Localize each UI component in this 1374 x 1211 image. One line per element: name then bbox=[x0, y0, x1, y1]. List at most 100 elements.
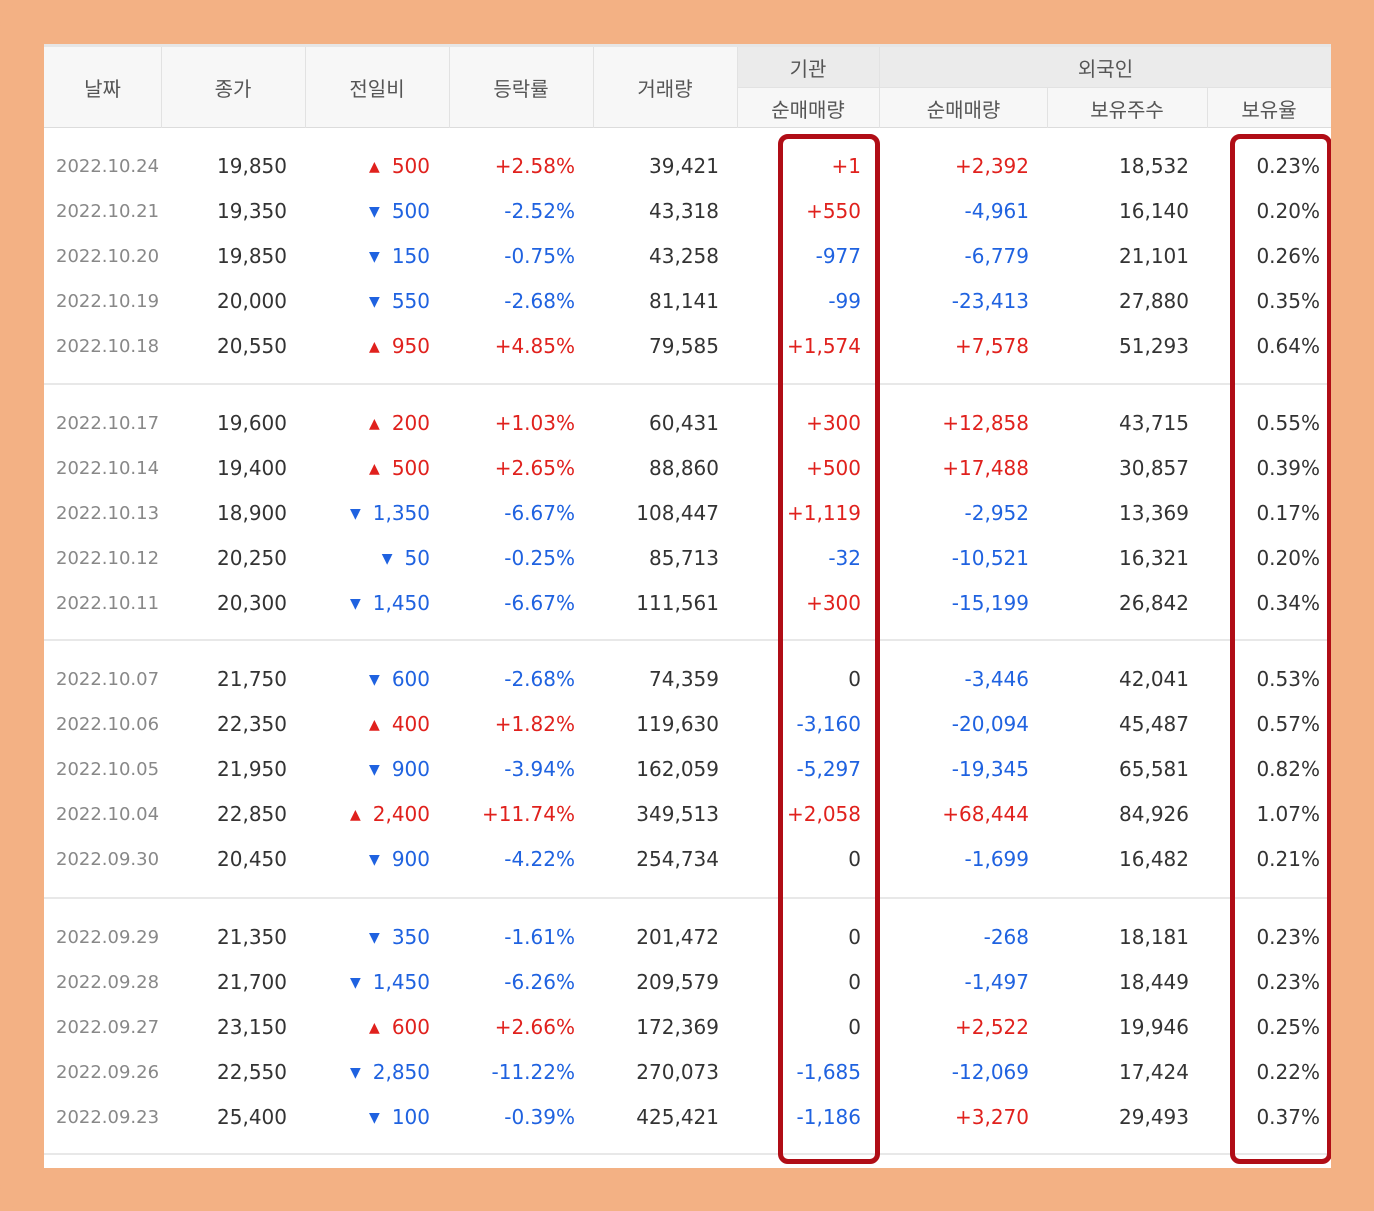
cell-foreign-net: -2,952 bbox=[964, 501, 1029, 525]
change-value: 2,400 bbox=[372, 802, 430, 826]
header-volume[interactable]: 거래량 bbox=[637, 77, 693, 101]
cell-shares: 18,181 bbox=[1119, 925, 1189, 949]
cell-institution-net: -1,186 bbox=[796, 1105, 861, 1129]
cell-change: ▼ 900 bbox=[305, 837, 430, 882]
cell-volume: 111,561 bbox=[636, 591, 719, 615]
cell-change: ▲ 400 bbox=[305, 702, 430, 747]
cell-institution-net: +2,058 bbox=[786, 802, 861, 826]
cell-volume: 88,860 bbox=[649, 456, 719, 480]
cell-ratio: 0.53% bbox=[1256, 667, 1320, 691]
header-foreign-shares[interactable]: 보유주수 bbox=[1090, 97, 1164, 122]
cell-rate: -0.25% bbox=[504, 546, 575, 570]
cell-close: 22,350 bbox=[217, 712, 287, 736]
cell-close: 20,550 bbox=[217, 334, 287, 358]
table-row: 2022.10.17 19,600 ▲ 200 +1.03% 60,431 +300 +12,… bbox=[44, 401, 1331, 446]
cell-date: 2022.10.17 bbox=[56, 413, 160, 434]
cell-rate: -1.61% bbox=[504, 925, 575, 949]
header-close[interactable]: 종가 bbox=[214, 77, 252, 101]
cell-foreign-net: -268 bbox=[983, 925, 1029, 949]
change-value: 100 bbox=[391, 1105, 430, 1129]
cell-rate: -2.68% bbox=[504, 289, 575, 313]
header-date[interactable]: 날짜 bbox=[84, 77, 121, 101]
header-institution-net[interactable]: 순매매량 bbox=[771, 97, 845, 122]
cell-foreign-net: -4,961 bbox=[964, 199, 1029, 223]
triangle-down-icon: ▼ bbox=[369, 294, 380, 310]
triangle-up-icon: ▲ bbox=[369, 159, 380, 175]
cell-change: ▼ 1,450 bbox=[305, 581, 430, 626]
cell-change: ▲ 950 bbox=[305, 324, 430, 369]
cell-institution-net: 0 bbox=[848, 970, 861, 994]
cell-rate: +1.03% bbox=[494, 411, 575, 435]
change-value: 50 bbox=[404, 546, 430, 570]
cell-institution-net: -99 bbox=[828, 289, 861, 313]
table-row: 2022.10.20 19,850 ▼ 150 -0.75% 43,258 -977 -6,7… bbox=[44, 234, 1331, 279]
cell-close: 18,900 bbox=[217, 501, 287, 525]
change-value: 900 bbox=[391, 847, 430, 871]
cell-ratio: 0.35% bbox=[1256, 289, 1320, 313]
cell-change: ▼ 150 bbox=[305, 234, 430, 279]
cell-volume: 172,369 bbox=[636, 1015, 719, 1039]
cell-institution-net: +1 bbox=[831, 154, 861, 178]
cell-close: 20,450 bbox=[217, 847, 287, 871]
triangle-down-icon: ▼ bbox=[369, 930, 380, 946]
cell-date: 2022.10.11 bbox=[56, 593, 160, 614]
cell-close: 19,350 bbox=[217, 199, 287, 223]
cell-foreign-net: -19,345 bbox=[951, 757, 1029, 781]
cell-foreign-net: -23,413 bbox=[951, 289, 1029, 313]
table-row: 2022.10.04 22,850 ▲ 2,400 +11.74% 349,513 +2,0… bbox=[44, 792, 1331, 837]
cell-shares: 16,482 bbox=[1119, 847, 1189, 871]
cell-date: 2022.10.20 bbox=[56, 246, 160, 267]
cell-ratio: 0.34% bbox=[1256, 591, 1320, 615]
cell-foreign-net: +3,270 bbox=[954, 1105, 1029, 1129]
cell-foreign-net: +12,858 bbox=[942, 411, 1029, 435]
cell-close: 21,350 bbox=[217, 925, 287, 949]
cell-institution-net: -5,297 bbox=[796, 757, 861, 781]
cell-ratio: 1.07% bbox=[1256, 802, 1320, 826]
header-divider bbox=[305, 47, 306, 128]
group-separator bbox=[44, 1153, 1331, 1155]
cell-ratio: 0.55% bbox=[1256, 411, 1320, 435]
cell-rate: +11.74% bbox=[481, 802, 575, 826]
change-value: 550 bbox=[391, 289, 430, 313]
cell-institution-net: +300 bbox=[806, 591, 861, 615]
cell-date: 2022.09.27 bbox=[56, 1017, 160, 1038]
cell-volume: 39,421 bbox=[649, 154, 719, 178]
change-value: 600 bbox=[391, 667, 430, 691]
header-rate[interactable]: 등락률 bbox=[493, 77, 549, 101]
cell-rate: -2.68% bbox=[504, 667, 575, 691]
cell-change: ▼ 1,350 bbox=[305, 491, 430, 536]
cell-change: ▼ 50 bbox=[305, 536, 430, 581]
table-row: 2022.10.21 19,350 ▼ 500 -2.52% 43,318 +550 -4,9… bbox=[44, 189, 1331, 234]
cell-institution-net: +500 bbox=[806, 456, 861, 480]
cell-change: ▼ 900 bbox=[305, 747, 430, 792]
cell-institution-net: 0 bbox=[848, 847, 861, 871]
cell-volume: 60,431 bbox=[649, 411, 719, 435]
change-value: 350 bbox=[391, 925, 430, 949]
cell-ratio: 0.26% bbox=[1256, 244, 1320, 268]
cell-institution-net: -977 bbox=[815, 244, 861, 268]
header-foreign-net[interactable]: 순매매량 bbox=[926, 97, 1001, 122]
table-header: 날짜 종가 전일비 등락률 거래량 기관 순매매량 외국인 순매매량 보유주수 … bbox=[44, 44, 1331, 128]
cell-close: 19,600 bbox=[217, 411, 287, 435]
triangle-down-icon: ▼ bbox=[369, 672, 380, 688]
change-value: 900 bbox=[391, 757, 430, 781]
table-row: 2022.09.23 25,400 ▼ 100 -0.39% 425,421 -1,186 +… bbox=[44, 1095, 1331, 1140]
header-foreign-ratio[interactable]: 보유율 bbox=[1241, 97, 1297, 122]
cell-rate: +2.66% bbox=[494, 1015, 575, 1039]
cell-close: 20,300 bbox=[217, 591, 287, 615]
cell-change: ▲ 500 bbox=[305, 144, 430, 189]
cell-volume: 79,585 bbox=[649, 334, 719, 358]
cell-date: 2022.10.18 bbox=[56, 336, 160, 357]
triangle-up-icon: ▲ bbox=[369, 1020, 380, 1036]
change-value: 400 bbox=[391, 712, 430, 736]
table-row: 2022.10.18 20,550 ▲ 950 +4.85% 79,585 +1,574 +7… bbox=[44, 324, 1331, 369]
cell-ratio: 0.20% bbox=[1256, 199, 1320, 223]
cell-foreign-net: +2,392 bbox=[954, 154, 1029, 178]
table-row: 2022.10.07 21,750 ▼ 600 -2.68% 74,359 0 -3,446 4… bbox=[44, 657, 1331, 702]
cell-rate: -3.94% bbox=[504, 757, 575, 781]
header-change[interactable]: 전일비 bbox=[349, 77, 405, 101]
change-value: 500 bbox=[391, 199, 430, 223]
table-row: 2022.09.27 23,150 ▲ 600 +2.66% 172,369 0 +2,522… bbox=[44, 1005, 1331, 1050]
cell-date: 2022.09.29 bbox=[56, 927, 160, 948]
cell-foreign-net: +2,522 bbox=[954, 1015, 1029, 1039]
